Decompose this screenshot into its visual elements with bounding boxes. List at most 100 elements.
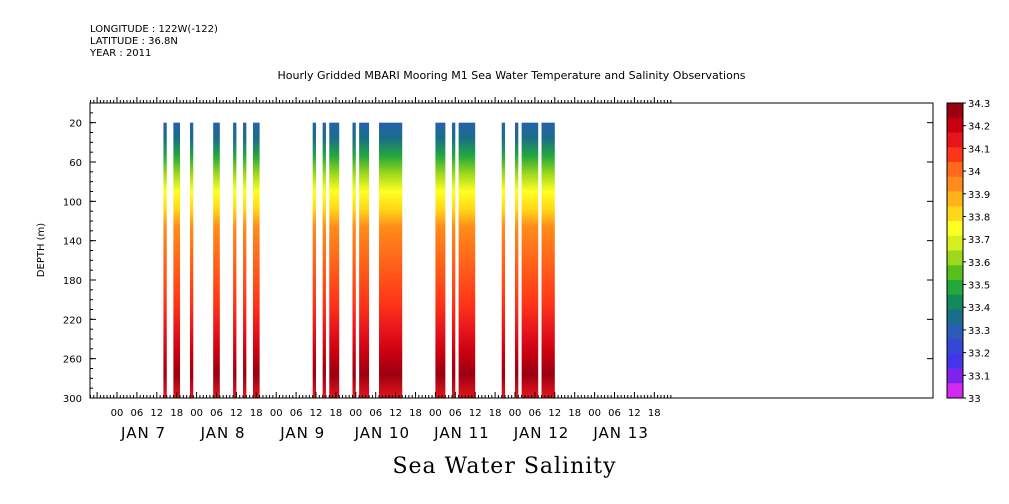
x-day-label: JAN 10 — [354, 424, 411, 442]
x-tick-label: 12 — [230, 408, 243, 419]
colorbar-label: 33 — [968, 394, 981, 405]
data-column — [541, 122, 555, 399]
data-column — [352, 122, 356, 399]
x-tick-label: 06 — [210, 408, 223, 419]
y-tick-label: 180 — [63, 276, 82, 287]
colorbar-label: 34.1 — [968, 144, 990, 155]
colorbar-swatch — [947, 235, 963, 251]
year-label: YEAR : 2011 — [90, 48, 152, 59]
x-tick-label: 18 — [568, 408, 581, 419]
data-layer — [163, 122, 555, 399]
colorbar-swatch — [947, 339, 963, 355]
colorbar-label: 33.3 — [968, 326, 990, 337]
x-tick-label: 12 — [548, 408, 561, 419]
colorbar-label: 33.9 — [968, 190, 990, 201]
x-tick-label: 18 — [409, 408, 422, 419]
colorbar-swatch — [947, 132, 963, 148]
data-column — [501, 122, 506, 399]
y-tick-label: 260 — [63, 355, 82, 366]
x-tick-label: 18 — [489, 408, 502, 419]
colorbar-swatch — [947, 383, 963, 399]
data-column — [451, 122, 456, 399]
y-tick-label: 60 — [69, 158, 82, 169]
data-column — [322, 122, 326, 399]
x-tick-label: 06 — [290, 408, 303, 419]
chart-title: Hourly Gridded MBARI Mooring M1 Sea Wate… — [277, 69, 746, 82]
x-tick-label: 00 — [588, 408, 601, 419]
y-tick-label: 140 — [63, 237, 82, 248]
colorbar-swatch — [947, 353, 963, 369]
colorbar-label: 33.1 — [968, 371, 990, 382]
x-tick-label: 00 — [509, 408, 522, 419]
colorbar-swatch — [947, 103, 963, 119]
x-tick-label: 00 — [190, 408, 203, 419]
x-tick-label: 12 — [389, 408, 402, 419]
colorbar-label: 33.7 — [968, 235, 990, 246]
y-axis-label: DEPTH (m) — [36, 223, 47, 277]
colorbar-swatch — [947, 176, 963, 192]
data-column — [213, 122, 220, 399]
data-column — [379, 122, 403, 399]
colorbar-frame — [946, 102, 964, 399]
data-column — [312, 122, 316, 399]
colorbar-swatch — [947, 324, 963, 340]
colorbar-label: 33.2 — [968, 349, 990, 360]
y-tick-label: 220 — [63, 315, 82, 326]
x-tick-label: 06 — [529, 408, 542, 419]
x-tick-label: 12 — [469, 408, 482, 419]
colorbar: 34.3 34.2 34.1 34 33.9 33.8 33.7 33.6 33.5 33.4 33… — [946, 99, 990, 405]
data-column — [252, 122, 260, 399]
x-tick-label: 18 — [250, 408, 263, 419]
longitude-label: LONGITUDE : 122W(-122) — [90, 24, 218, 35]
colorbar-label: 34.3 — [968, 99, 990, 110]
x-day-label: JAN 9 — [279, 424, 325, 442]
x-tick-label: 00 — [111, 408, 124, 419]
x-tick-label: 18 — [330, 408, 343, 419]
colorbar-swatch — [947, 309, 963, 325]
data-column — [458, 122, 476, 399]
data-column — [329, 122, 340, 399]
colorbar-label: 34 — [968, 167, 981, 178]
x-tick-label: 12 — [150, 408, 163, 419]
x-tick-label: 18 — [648, 408, 661, 419]
x-tick-label: 00 — [429, 408, 442, 419]
data-column — [163, 122, 167, 399]
colorbar-swatch — [947, 368, 963, 384]
x-day-label: JAN 13 — [592, 424, 649, 442]
data-column — [189, 122, 194, 399]
x-tick-label: 00 — [349, 408, 362, 419]
x-tick-label: 00 — [270, 408, 283, 419]
data-column — [173, 122, 181, 399]
colorbar-label: 34.2 — [968, 122, 990, 133]
colorbar-swatch — [947, 191, 963, 207]
colorbar-swatch — [947, 294, 963, 310]
colorbar-swatch — [947, 265, 963, 281]
colorbar-swatch — [947, 280, 963, 296]
colorbar-label: 33.8 — [968, 212, 990, 223]
data-column — [243, 122, 247, 399]
x-tick-label: 12 — [310, 408, 323, 419]
colorbar-swatch — [947, 206, 963, 222]
y-tick-label: 100 — [63, 197, 82, 208]
y-tick-label: 20 — [69, 119, 82, 130]
axis-layer: 20 60 100 140 180 220 260 300 00 06 12 18 00 06 12 18 00… — [63, 97, 933, 442]
colorbar-label: 33.5 — [968, 281, 990, 292]
latitude-label: LATITUDE : 36.8N — [90, 36, 178, 47]
colorbar-label: 33.4 — [968, 303, 990, 314]
x-tick-label: 06 — [131, 408, 144, 419]
colorbar-label: 33.6 — [968, 258, 990, 269]
data-column — [233, 122, 237, 399]
data-column — [359, 122, 370, 399]
x-axis-label: Sea Water Salinity — [392, 454, 617, 479]
x-day-label: JAN 7 — [120, 424, 166, 442]
data-column — [435, 122, 446, 399]
colorbar-swatch — [947, 117, 963, 133]
x-tick-label: 06 — [608, 408, 621, 419]
x-day-label: JAN 8 — [200, 424, 246, 442]
colorbar-swatch — [947, 162, 963, 178]
x-day-label: JAN 12 — [513, 424, 570, 442]
data-column — [515, 122, 519, 399]
x-tick-label: 06 — [369, 408, 382, 419]
colorbar-swatch — [947, 147, 963, 163]
